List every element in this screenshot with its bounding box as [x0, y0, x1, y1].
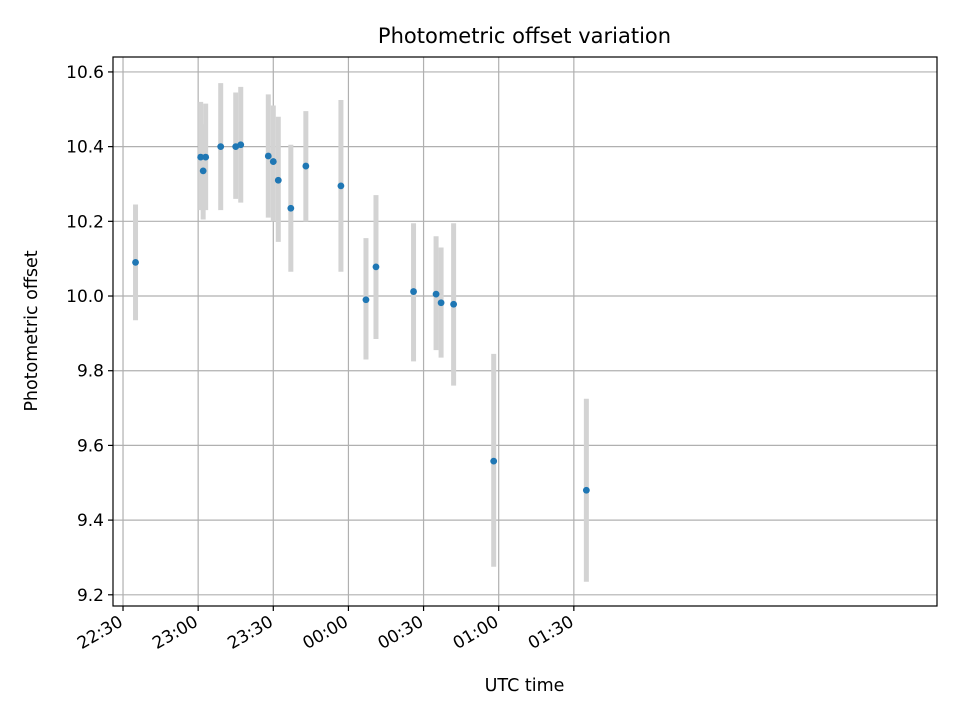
x-axis-title: UTC time — [485, 676, 565, 696]
y-tick-label: 10.4 — [66, 138, 104, 158]
y-tick-label: 10.6 — [66, 63, 104, 83]
data-point — [362, 296, 370, 304]
data-points — [132, 141, 590, 494]
data-point — [199, 167, 207, 175]
data-point — [202, 153, 210, 161]
data-point — [372, 263, 380, 271]
grid — [113, 57, 937, 606]
data-point — [197, 153, 205, 161]
chart-title: Photometric offset variation — [378, 24, 671, 48]
data-point — [274, 176, 282, 184]
plot-area — [113, 57, 937, 606]
data-point — [410, 288, 417, 295]
data-point — [237, 141, 245, 149]
data-point — [582, 486, 590, 494]
y-axis: 9.2 9.4 9.6 9.8 10.0 10.2 10.4 10.6 — [66, 63, 113, 606]
y-tick-label: 9.8 — [77, 362, 104, 382]
y-axis-title: Photometric offset — [22, 250, 42, 411]
data-point — [302, 162, 310, 170]
data-point — [217, 143, 225, 151]
y-tick-label: 9.2 — [77, 586, 104, 606]
y-tick-label: 10.0 — [66, 287, 104, 307]
y-tick-label: 10.2 — [66, 212, 104, 232]
data-point — [132, 259, 139, 266]
y-tick-label: 9.6 — [77, 436, 104, 456]
data-point — [437, 299, 445, 307]
data-point — [337, 182, 345, 190]
data-point — [432, 290, 440, 298]
y-tick-label: 9.4 — [77, 511, 104, 531]
data-point — [287, 204, 295, 212]
data-point — [269, 158, 277, 165]
data-point — [490, 457, 498, 465]
plot-frame — [112, 56, 938, 607]
data-point — [450, 300, 458, 308]
data-point — [264, 152, 272, 160]
